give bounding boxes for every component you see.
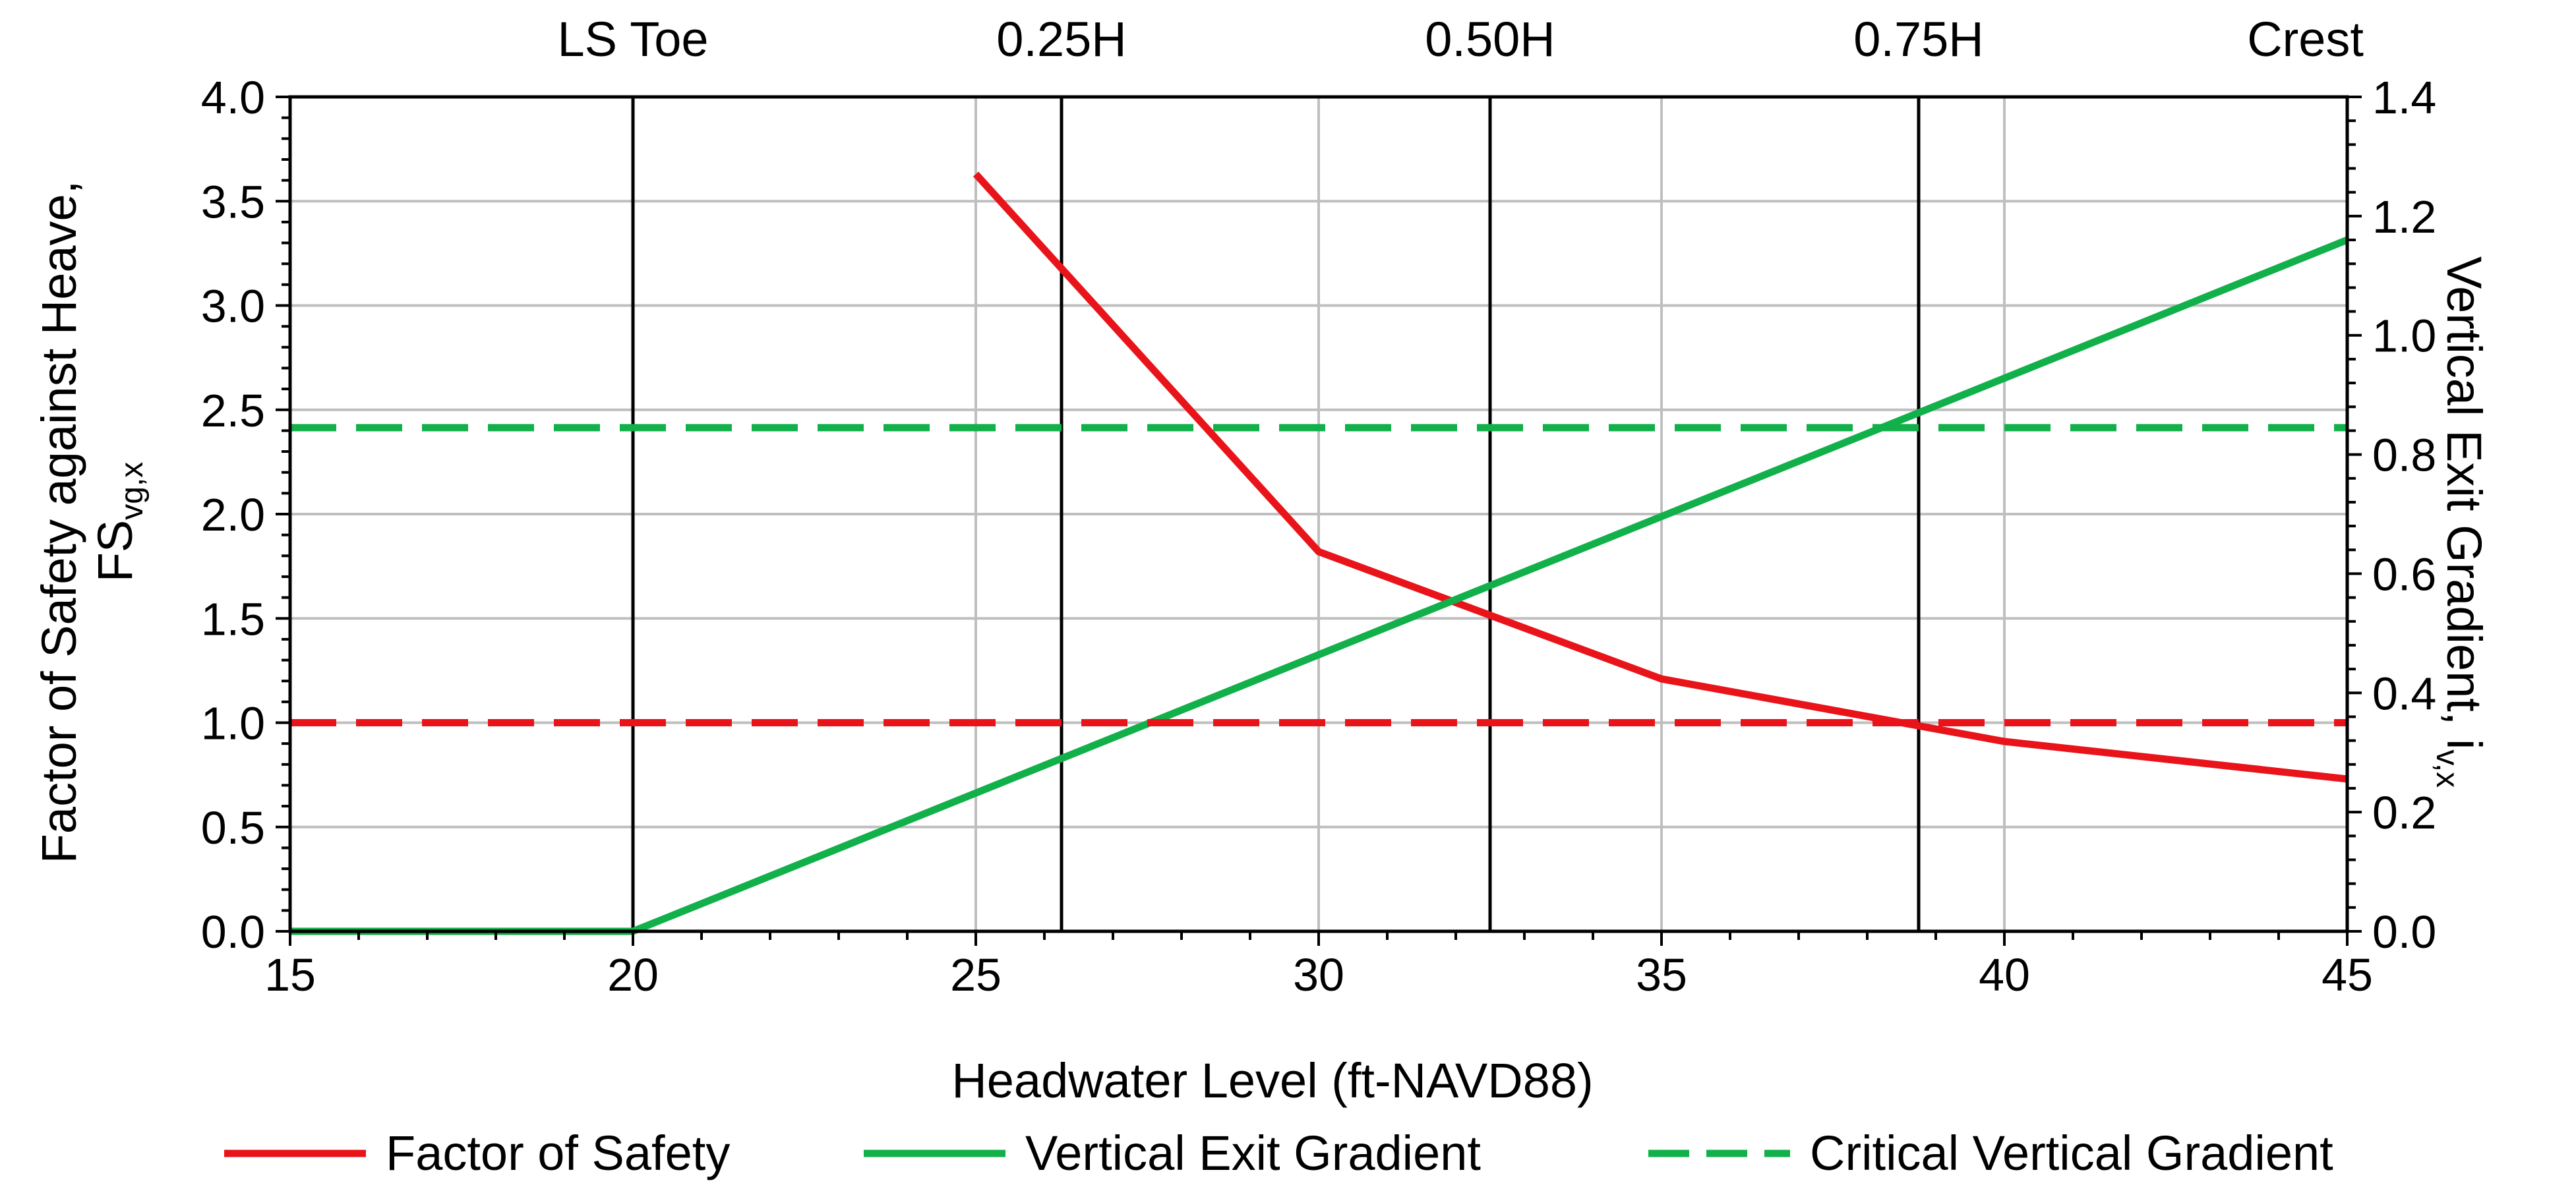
- y-right-axis-title-base: Vertical Exit Gradient, i: [2437, 256, 2492, 750]
- y-right-tick-label: 1.2: [2372, 191, 2436, 243]
- y-right-tick-label: 1.0: [2372, 310, 2436, 362]
- legend-label: Factor of Safety: [386, 1126, 730, 1180]
- y-left-tick-label: 1.0: [201, 698, 265, 749]
- y-right-tick-label: 0.6: [2372, 548, 2436, 600]
- x-tick-label: 45: [2321, 949, 2373, 1001]
- reference-label: 0.75H: [1853, 12, 1983, 67]
- x-tick-label: 35: [1636, 949, 1687, 1001]
- y-right-tick-label: 0.8: [2372, 430, 2436, 481]
- reference-lines: [631, 97, 1921, 931]
- reference-label: 0.50H: [1425, 12, 1555, 67]
- reference-label: 0.25H: [996, 12, 1126, 67]
- legend-label: Vertical Exit Gradient: [1025, 1126, 1481, 1180]
- y-right-tick-label: 0.4: [2372, 668, 2436, 719]
- y-left-tick-label: 3.0: [201, 281, 265, 332]
- y-left-tick-label: 3.5: [201, 176, 265, 227]
- y-right-tick-label: 0.2: [2372, 787, 2436, 838]
- y-left-axis-title-line2: FSvg,x: [88, 462, 150, 583]
- labels: Headwater Level (ft-NAVD88) Factor of Sa…: [32, 12, 2492, 1108]
- x-tick-label: 25: [950, 949, 1002, 1001]
- y-right-tick-label: 1.4: [2372, 72, 2436, 123]
- y-left-tick-label: 4.0: [201, 72, 265, 123]
- x-tick-label: 20: [607, 949, 659, 1001]
- x-tick-label: 15: [264, 949, 316, 1001]
- x-tick-label: 40: [1979, 949, 2030, 1001]
- reference-label: LS Toe: [557, 12, 708, 67]
- y-left-tick-label: 2.0: [201, 489, 265, 540]
- y-left-tick-label: 0.0: [201, 906, 265, 958]
- ticks: 15 20 25 30 35 40 450.00.51.01.52.02.53.03.54.…: [201, 72, 2437, 1001]
- y-right-axis-title: Vertical Exit Gradient, iv,x: [2430, 256, 2492, 788]
- grid: [290, 97, 2347, 931]
- y-left-axis-title-sub: vg,x: [115, 462, 150, 520]
- y-right-axis-title-sub: v,x: [2430, 749, 2465, 788]
- series-line: [973, 171, 2348, 783]
- legend: Factor of Safety Vertical Exit Gradient Cr…: [224, 1126, 2333, 1180]
- y-left-tick-label: 0.5: [201, 802, 265, 854]
- x-tick-label: 30: [1293, 949, 1344, 1001]
- y-left-tick-label: 1.5: [201, 593, 265, 645]
- y-left-axis-title-base: FS: [88, 520, 142, 583]
- y-left-tick-label: 2.5: [201, 385, 265, 436]
- y-left-axis-title-line1: Factor of Safety against Heave,: [32, 181, 86, 864]
- y-right-tick-label: 0.0: [2372, 906, 2436, 958]
- x-axis-title: Headwater Level (ft-NAVD88): [951, 1053, 1593, 1108]
- legend-label: Critical Vertical Gradient: [1810, 1126, 2333, 1180]
- reference-label: Crest: [2247, 12, 2364, 67]
